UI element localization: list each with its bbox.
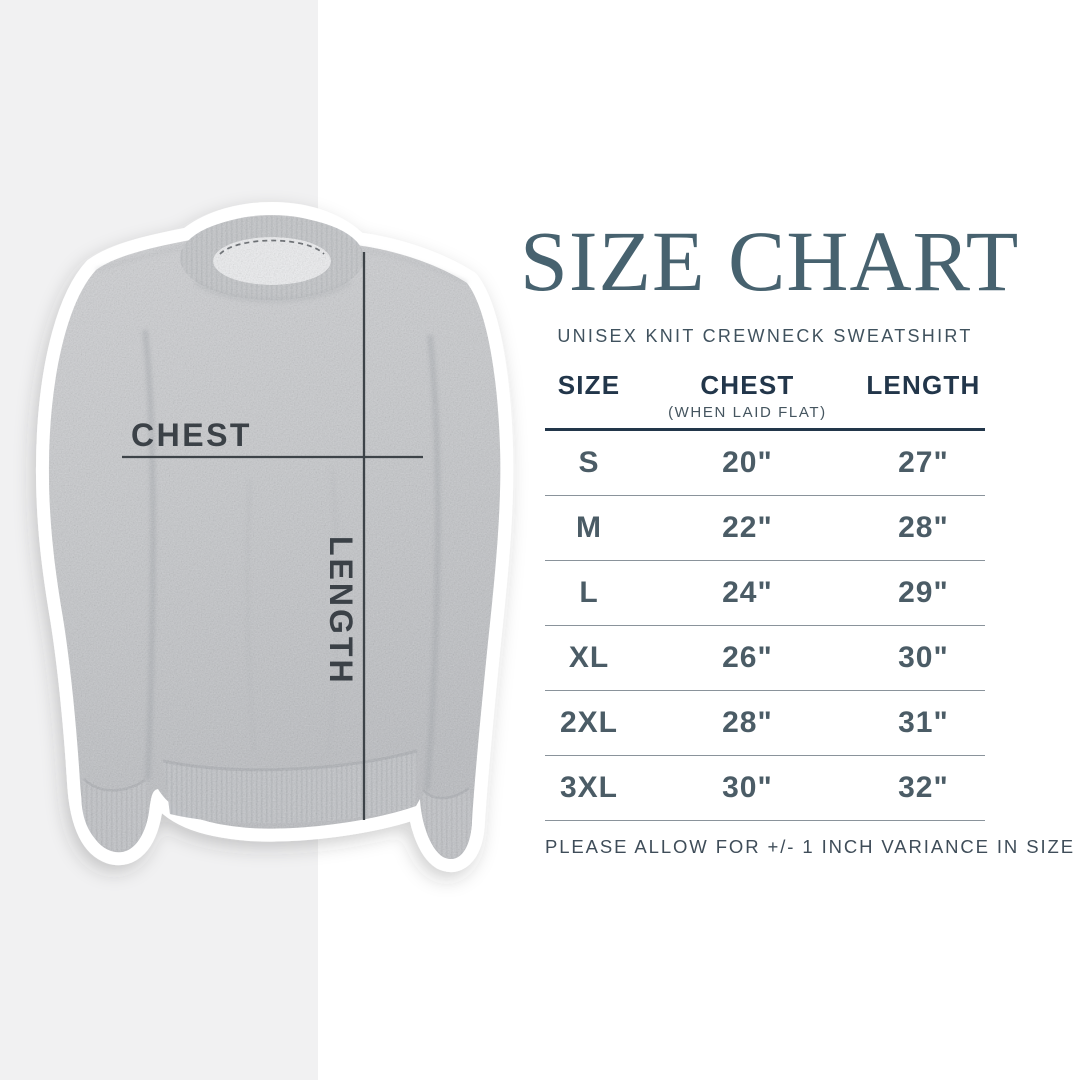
table-header-row: SIZE CHEST (WHEN LAID FLAT) LENGTH bbox=[545, 370, 985, 428]
cell-length: 28" bbox=[898, 511, 949, 544]
page-title: SIZE CHART bbox=[520, 213, 1020, 309]
size-chart-panel: SIZE CHART UNISEX KNIT CREWNECK SWEATSHI… bbox=[520, 0, 1080, 1080]
table-row: M 22" 28" bbox=[545, 496, 985, 561]
column-header-size: SIZE bbox=[557, 370, 621, 400]
cell-chest: 20" bbox=[722, 446, 773, 479]
cell-size: L bbox=[579, 576, 599, 609]
cell-length: 32" bbox=[898, 771, 949, 804]
size-table: SIZE CHEST (WHEN LAID FLAT) LENGTH S 20"… bbox=[545, 370, 1075, 858]
sweatshirt bbox=[48, 215, 501, 860]
cell-size: M bbox=[576, 511, 602, 544]
cell-chest: 24" bbox=[722, 576, 773, 609]
cell-chest: 22" bbox=[722, 511, 773, 544]
column-header-chest: CHEST (WHEN LAID FLAT) bbox=[633, 370, 862, 421]
table-row: S 20" 27" bbox=[545, 431, 985, 496]
sweatshirt-diagram: CHEST LENGTH bbox=[35, 202, 514, 872]
cell-chest: 28" bbox=[722, 706, 773, 739]
cell-length: 30" bbox=[898, 641, 949, 674]
page-subtitle: UNISEX KNIT CREWNECK SWEATSHIRT bbox=[557, 326, 973, 346]
cell-length: 29" bbox=[898, 576, 949, 609]
length-label: LENGTH bbox=[323, 536, 359, 686]
measurement-annotations: CHEST LENGTH bbox=[122, 252, 423, 820]
chest-label: CHEST bbox=[131, 417, 252, 453]
column-header-chest-note: (WHEN LAID FLAT) bbox=[668, 404, 827, 421]
cell-size: XL bbox=[568, 641, 610, 674]
cell-chest: 26" bbox=[722, 641, 773, 674]
table-row: XL 26" 30" bbox=[545, 626, 985, 691]
cell-size: 3XL bbox=[559, 771, 619, 804]
cell-length: 27" bbox=[898, 446, 949, 479]
column-header-length: LENGTH bbox=[866, 370, 981, 400]
cell-size: 2XL bbox=[559, 706, 619, 739]
table-row: 2XL 28" 31" bbox=[545, 691, 985, 756]
cell-length: 31" bbox=[898, 706, 949, 739]
header-divider bbox=[545, 428, 985, 431]
column-header-chest-label: CHEST bbox=[700, 370, 795, 400]
table-row: 3XL 30" 32" bbox=[545, 756, 985, 821]
variance-note: PLEASE ALLOW FOR +/- 1 INCH VARIANCE IN … bbox=[545, 836, 1075, 857]
table-row: L 24" 29" bbox=[545, 561, 985, 626]
cell-size: S bbox=[578, 446, 600, 479]
cell-chest: 30" bbox=[722, 771, 773, 804]
